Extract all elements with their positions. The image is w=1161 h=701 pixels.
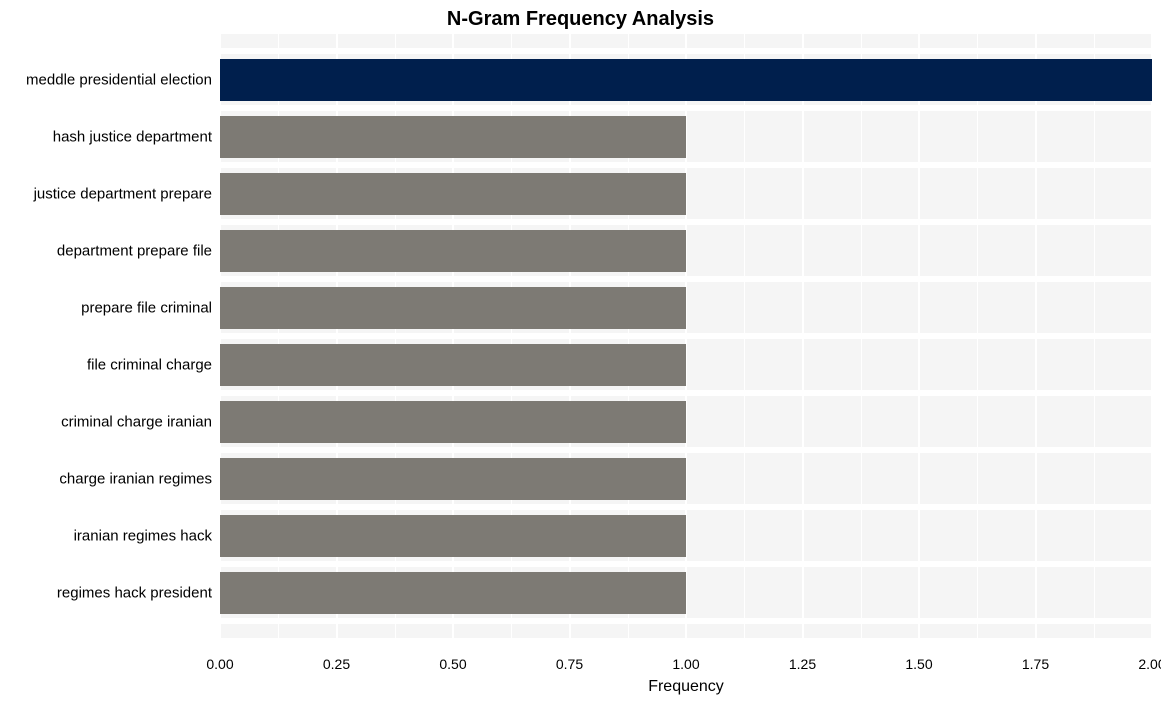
x-axis-tick-label: 0.75 bbox=[556, 656, 583, 672]
y-axis-tick-label: charge iranian regimes bbox=[0, 471, 212, 486]
v-gridline-minor bbox=[744, 34, 745, 638]
bar bbox=[220, 515, 686, 557]
ngram-frequency-chart: N-Gram Frequency Analysis meddle preside… bbox=[0, 0, 1161, 701]
bar bbox=[220, 116, 686, 158]
v-gridline-major bbox=[1035, 34, 1037, 638]
y-axis-tick-label: regimes hack president bbox=[0, 585, 212, 600]
x-axis-tick-label: 1.75 bbox=[1022, 656, 1049, 672]
bar bbox=[220, 458, 686, 500]
y-axis-tick-label: department prepare file bbox=[0, 243, 212, 258]
v-gridline-minor bbox=[1094, 34, 1095, 638]
x-axis: 0.000.250.500.751.001.251.501.752.00 Fre… bbox=[220, 638, 1152, 698]
v-gridline-major bbox=[802, 34, 804, 638]
bar bbox=[220, 401, 686, 443]
y-axis-tick-label: meddle presidential election bbox=[0, 72, 212, 87]
bar bbox=[220, 572, 686, 614]
y-axis-labels: meddle presidential election hash justice… bbox=[0, 34, 212, 638]
bar bbox=[220, 344, 686, 386]
bar bbox=[220, 173, 686, 215]
x-axis-tick-label: 0.25 bbox=[323, 656, 350, 672]
x-axis-tick-label: 0.00 bbox=[206, 656, 233, 672]
bar bbox=[220, 230, 686, 272]
x-axis-tick-label: 1.25 bbox=[789, 656, 816, 672]
bar bbox=[220, 59, 1152, 101]
v-gridline-minor bbox=[977, 34, 978, 638]
y-axis-tick-label: prepare file criminal bbox=[0, 300, 212, 315]
y-axis-tick-label: criminal charge iranian bbox=[0, 414, 212, 429]
y-axis-tick-label: justice department prepare bbox=[0, 186, 212, 201]
bar bbox=[220, 287, 686, 329]
y-axis-tick-label: file criminal charge bbox=[0, 357, 212, 372]
x-axis-tick-label: 1.00 bbox=[672, 656, 699, 672]
x-axis-title: Frequency bbox=[220, 678, 1152, 696]
chart-title: N-Gram Frequency Analysis bbox=[0, 8, 1161, 31]
y-axis-tick-label: iranian regimes hack bbox=[0, 528, 212, 543]
v-gridline-major bbox=[1151, 34, 1153, 638]
x-axis-tick-label: 1.50 bbox=[905, 656, 932, 672]
x-axis-tick-label: 2.00 bbox=[1138, 656, 1161, 672]
v-gridline-minor bbox=[861, 34, 862, 638]
x-axis-tick-label: 0.50 bbox=[439, 656, 466, 672]
plot-area bbox=[220, 34, 1152, 638]
y-axis-tick-label: hash justice department bbox=[0, 129, 212, 144]
v-gridline-major bbox=[918, 34, 920, 638]
